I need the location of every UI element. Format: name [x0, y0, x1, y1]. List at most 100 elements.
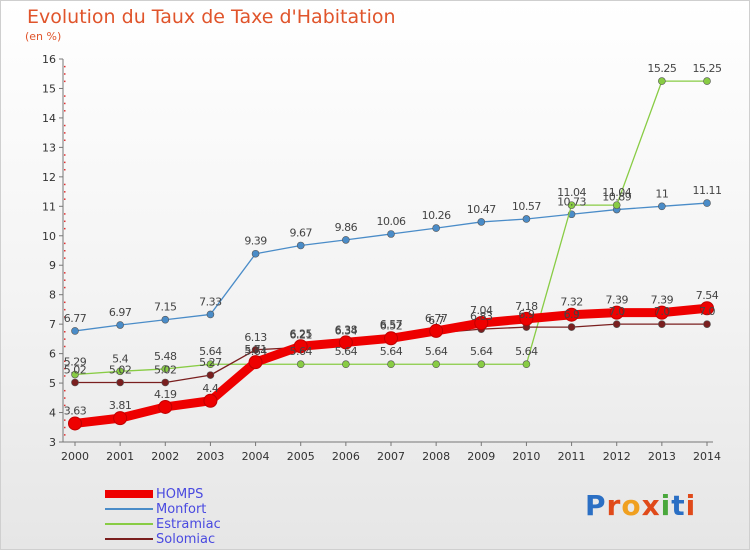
x-tick-label: 2012: [603, 450, 631, 463]
x-tick-label: 2005: [287, 450, 315, 463]
data-point-homps: [474, 315, 489, 330]
x-tick-label: 2009: [467, 450, 495, 463]
data-label: 7.33: [199, 295, 222, 308]
y-tick-label: 15: [42, 82, 56, 95]
x-tick-label: 2003: [196, 450, 224, 463]
legend-item: Solomiac: [105, 532, 325, 547]
data-label: 6.7: [428, 314, 444, 327]
data-point-monfort: [703, 199, 711, 207]
data-point-estramiac: [567, 201, 576, 209]
data-label: 10.89: [602, 191, 631, 204]
data-label: 5.48: [154, 350, 177, 363]
y-tick-label: 7: [49, 318, 56, 331]
legend-swatch: [105, 538, 153, 540]
y-tick-label: 6: [49, 348, 56, 361]
y-minor-tick: [64, 331, 66, 333]
y-tick-label: 4: [49, 407, 56, 420]
data-label: 5.64: [425, 345, 448, 358]
data-point-homps: [68, 416, 82, 431]
x-tick-label: 2014: [693, 450, 721, 463]
y-minor-tick: [64, 338, 66, 340]
data-label: 15.25: [647, 62, 676, 75]
data-label: 11.11: [693, 184, 722, 197]
y-minor-tick: [64, 250, 66, 252]
data-point-homps: [654, 305, 669, 320]
data-label: 7.04: [470, 304, 493, 317]
data-label: 5.64: [199, 345, 222, 358]
data-point-estramiac: [206, 360, 215, 369]
data-point-monfort: [206, 310, 215, 319]
y-minor-tick: [64, 80, 66, 83]
data-label: 9.39: [244, 235, 267, 248]
data-label: 10.57: [512, 200, 541, 213]
y-minor-tick: [64, 198, 66, 200]
data-point-estramiac: [387, 360, 395, 369]
data-point-estramiac: [612, 201, 621, 209]
y-minor-tick: [64, 124, 66, 127]
data-point-homps: [248, 355, 263, 370]
x-tick-label: 2006: [332, 450, 360, 463]
data-label: 9.86: [335, 221, 358, 234]
y-minor-tick: [64, 168, 66, 171]
data-point-monfort: [251, 249, 260, 258]
data-label: 4.19: [154, 388, 177, 401]
legend-item: Monfort: [105, 502, 325, 517]
data-label: 7.39: [651, 294, 674, 307]
y-minor-tick: [64, 367, 66, 370]
legend: HOMPS Monfort Estramiac Solomiac: [105, 487, 325, 547]
data-point-solomiac: [658, 320, 666, 328]
x-tick-label: 2001: [106, 450, 134, 463]
data-label: 10.73: [557, 195, 586, 208]
data-point-solomiac: [161, 378, 170, 387]
data-point-homps: [429, 323, 444, 338]
data-label: 7.39: [605, 294, 628, 307]
x-tick-label: 2007: [377, 450, 405, 463]
data-label: 6.9: [564, 308, 580, 321]
data-point-estramiac: [116, 367, 124, 376]
data-point-homps: [609, 305, 624, 320]
y-minor-tick: [64, 316, 66, 318]
data-label: 5.64: [335, 345, 358, 358]
y-minor-tick: [64, 65, 66, 68]
data-point-monfort: [387, 230, 395, 238]
data-point-solomiac: [71, 378, 79, 387]
data-point-estramiac: [71, 370, 79, 379]
data-label: 7.0: [654, 305, 670, 318]
data-label: 6.77: [425, 312, 448, 325]
data-point-estramiac: [658, 77, 666, 85]
legend-swatch: [105, 508, 153, 510]
data-label: 6.25: [289, 327, 312, 340]
data-point-solomiac: [612, 320, 621, 328]
legend-item: HOMPS: [105, 487, 325, 502]
data-label: 6.83: [470, 310, 493, 323]
data-label: 6.21: [289, 328, 312, 341]
y-minor-tick: [64, 191, 66, 193]
data-point-monfort: [116, 321, 124, 329]
data-label: 4.4: [202, 382, 218, 395]
data-point-homps: [338, 335, 353, 350]
y-minor-tick: [64, 345, 66, 348]
data-label: 5.02: [109, 363, 132, 376]
data-point-homps: [564, 307, 579, 322]
data-label: 11.04: [557, 186, 586, 199]
data-label: 7.54: [696, 289, 719, 302]
data-label: 6.77: [64, 312, 87, 325]
data-label: 5.64: [380, 345, 403, 358]
y-minor-tick: [64, 308, 66, 311]
y-minor-tick: [64, 242, 66, 245]
y-tick-label: 14: [42, 112, 56, 125]
data-label: 6.34: [335, 325, 358, 338]
data-label: 5.64: [289, 345, 312, 358]
data-label: 15.25: [693, 62, 722, 75]
data-label: 5.64: [244, 345, 267, 358]
y-minor-tick: [64, 257, 66, 259]
y-minor-tick: [64, 279, 66, 281]
data-point-monfort: [432, 224, 440, 232]
data-label: 11.04: [602, 186, 631, 199]
unit-label: (en %): [25, 30, 62, 43]
y-minor-tick: [64, 272, 66, 274]
y-minor-tick: [64, 404, 66, 407]
data-point-monfort: [477, 218, 486, 226]
data-label: 9.67: [289, 226, 312, 239]
data-label: 5.4: [112, 352, 128, 365]
